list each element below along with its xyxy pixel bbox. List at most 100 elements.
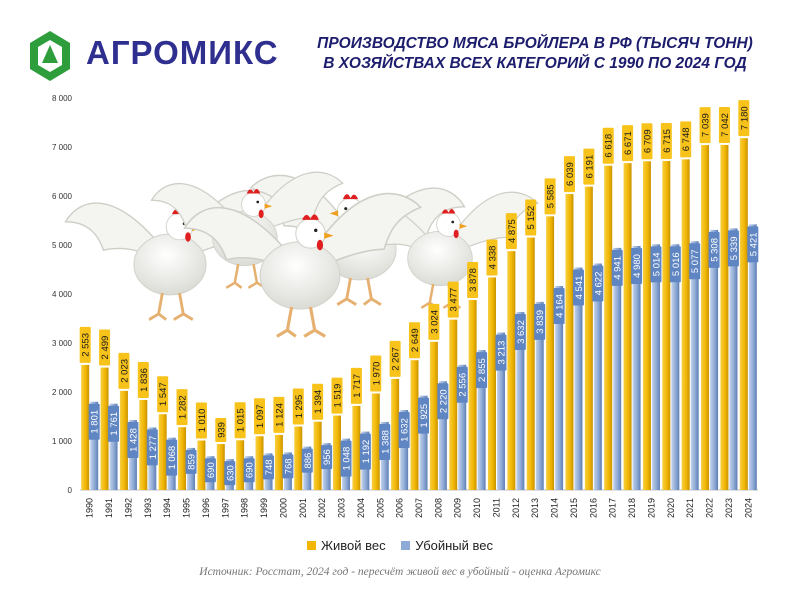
bar-slaughter-weight [729, 228, 738, 491]
x-tick-label: 1997 [220, 498, 230, 518]
data-label-slaughter-weight: 4 541 [574, 276, 585, 300]
data-label-slaughter-weight: 3 632 [516, 320, 527, 344]
x-tick-label: 1992 [123, 498, 133, 518]
data-label-box [234, 402, 246, 439]
data-label-box [747, 226, 759, 263]
data-label-live-weight: 2 499 [100, 336, 111, 360]
data-label-slaughter-weight: 5 014 [651, 252, 662, 276]
legend-swatch-live [306, 541, 316, 550]
bar-live-weight [81, 364, 90, 490]
bar-live-weight [255, 436, 264, 490]
data-label-live-weight: 3 024 [429, 310, 440, 334]
data-label-live-weight: 6 715 [662, 129, 673, 153]
bar-slaughter-weight [438, 381, 447, 490]
data-label-box [641, 123, 653, 160]
data-label-box [622, 125, 634, 162]
y-tick-label: 0 [68, 486, 73, 495]
data-label-box [88, 403, 100, 440]
data-label-slaughter-weight: 5 308 [710, 238, 721, 262]
bar-slaughter-weight [574, 267, 583, 490]
x-tick-label: 2009 [453, 498, 463, 518]
data-label-slaughter-weight: 4 622 [593, 272, 604, 296]
data-label-live-weight: 6 671 [623, 131, 634, 155]
brand-name: АГРОМИКС [86, 34, 279, 71]
data-label-box [514, 314, 526, 351]
data-labels: 2 553 1 801 2 499 1 761 2 023 1 428 1 836 1 277… [79, 100, 759, 486]
data-label-live-weight: 7 042 [720, 113, 731, 137]
bar-live-weight [371, 393, 380, 490]
data-label-box [650, 246, 662, 283]
x-tick-label: 1991 [104, 498, 114, 518]
bar-live-weight [584, 186, 593, 491]
source-note: Источник: Росстат, 2024 год - пересчёт ж… [199, 566, 601, 578]
x-tick-label: 2014 [550, 498, 560, 518]
bar-slaughter-weight [109, 403, 118, 490]
bar-live-weight [720, 144, 729, 490]
bar-live-weight [352, 405, 361, 490]
data-label-box [243, 458, 255, 483]
bar-slaughter-weight [535, 301, 544, 490]
data-label-live-weight: 4 338 [487, 246, 498, 270]
data-label-live-weight: 7 180 [739, 106, 750, 130]
data-label-box [553, 287, 565, 324]
x-tick-label: 2019 [646, 498, 656, 518]
data-label-box [137, 362, 149, 399]
bar-live-weight [662, 160, 671, 490]
data-label-box [215, 417, 227, 442]
data-label-box [224, 461, 236, 486]
data-label-box [572, 269, 584, 306]
data-label-live-weight: 2 553 [81, 333, 92, 357]
data-label-live-weight: 1 124 [274, 403, 285, 427]
data-label-live-weight: 2 023 [119, 359, 130, 383]
chart-title: ПРОИЗВОДСТВО МЯСА БРОЙЛЕРА В РФ (ТЫСЯЧ Т… [300, 34, 770, 74]
chicken-icon [345, 191, 539, 309]
data-label-box [727, 230, 739, 267]
data-label-box [583, 148, 595, 185]
data-label-box [282, 454, 294, 479]
data-label-box [398, 412, 410, 449]
data-label-box [254, 398, 266, 435]
data-label-box [718, 106, 730, 143]
data-label-slaughter-weight: 886 [303, 453, 314, 469]
data-label-box [118, 352, 130, 389]
chart-title-line-1: ПРОИЗВОДСТВО МЯСА БРОЙЛЕРА В РФ (ТЫСЯЧ Т… [317, 35, 753, 52]
x-tick-label: 2022 [705, 498, 715, 518]
data-label-slaughter-weight: 1 925 [419, 404, 430, 428]
data-label-live-weight: 6 748 [681, 127, 692, 151]
data-label-slaughter-weight: 1 388 [380, 430, 391, 454]
bar-slaughter-weight [516, 312, 525, 490]
axes: 0 1 000 2 000 3 000 4 000 5 000 6 000 7 000 8 00… [52, 94, 758, 518]
x-tick-label: 1994 [162, 498, 172, 518]
x-tick-label: 2017 [608, 498, 618, 518]
data-label-box [660, 122, 672, 159]
data-label-box [738, 100, 750, 137]
data-label-slaughter-weight: 4 980 [632, 254, 643, 278]
data-label-live-weight: 7 039 [701, 113, 712, 137]
data-label-slaughter-weight: 859 [187, 454, 198, 470]
logo: АГРОМИКС [28, 30, 348, 82]
data-label-box [301, 448, 313, 473]
bar-live-weight [158, 414, 167, 490]
data-label-live-weight: 2 267 [391, 347, 402, 371]
data-label-live-weight: 939 [216, 422, 227, 438]
bar-live-weight [178, 427, 187, 490]
data-label-box [108, 405, 120, 442]
x-tick-label: 2016 [588, 498, 598, 518]
data-label-box [495, 334, 507, 371]
x-tick-label: 2004 [356, 498, 366, 518]
data-label-slaughter-weight: 1 632 [400, 418, 411, 442]
data-label-box [409, 322, 420, 359]
bar-slaughter-weight [477, 350, 486, 490]
data-label-slaughter-weight: 2 855 [477, 358, 488, 382]
data-label-live-weight: 1 394 [313, 390, 324, 414]
data-label-box [669, 246, 681, 283]
data-label-live-weight: 5 152 [526, 206, 537, 230]
data-label-box [79, 326, 91, 363]
chart-title-line-2: В ХОЗЯЙСТВАХ ВСЕХ КАТЕГОРИЙ С 1990 ПО 20… [323, 55, 747, 72]
data-label-box [631, 247, 643, 284]
bar-live-weight [701, 145, 710, 491]
bar-live-weight [468, 299, 477, 490]
x-tick-label: 1996 [201, 498, 211, 518]
bar-live-weight [410, 360, 419, 490]
